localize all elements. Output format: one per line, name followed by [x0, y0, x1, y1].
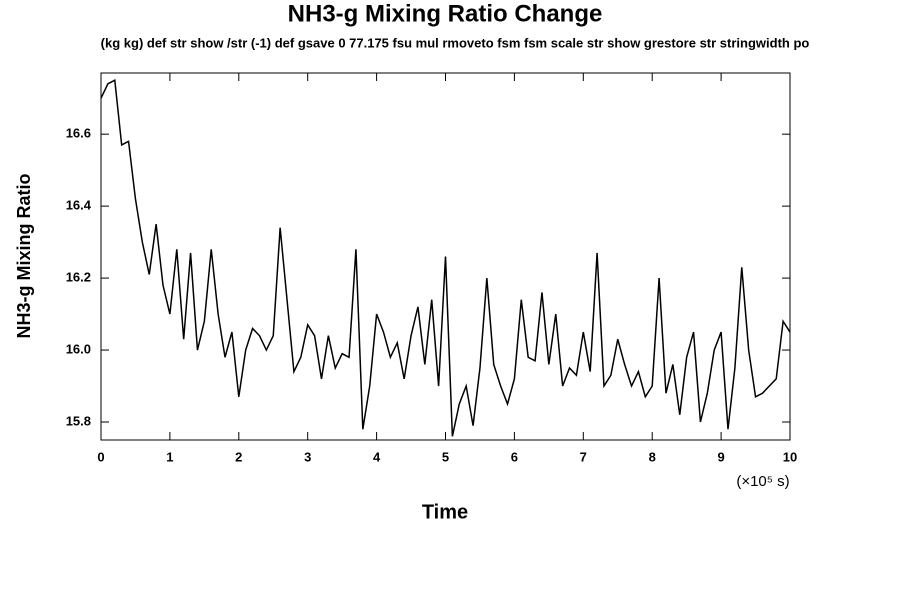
y-axis-label: NH3-g Mixing Ratio: [14, 173, 34, 338]
x-tick-label: 10: [783, 449, 797, 464]
x-tick-label: 4: [373, 449, 381, 464]
y-tick-label: 15.8: [66, 413, 91, 428]
data-line: [100, 79, 791, 437]
x-tick-label: 0: [97, 449, 104, 464]
x-axis-label: Time: [422, 501, 468, 523]
x-tick-label: 5: [442, 449, 449, 464]
x-tick-label: 1: [166, 449, 173, 464]
x-tick-label: 9: [717, 449, 724, 464]
x-tick-label: 2: [235, 449, 242, 464]
chart-title: NH3-g Mixing Ratio Change: [288, 0, 603, 27]
x-tick-label: 6: [511, 449, 518, 464]
x-tick-label: 3: [304, 449, 311, 464]
x-tick-label: 7: [580, 449, 587, 464]
x-tick-label: 8: [649, 449, 656, 464]
y-tick-label: 16.0: [66, 341, 91, 356]
y-tick-label: 16.6: [66, 126, 91, 141]
x-axis-unit: (×10⁵ s): [736, 473, 789, 490]
chart-subtitle: (kg kg) def str show /str (-1) def gsave…: [101, 35, 810, 50]
y-tick-label: 16.2: [66, 270, 91, 285]
y-tick-label: 16.4: [66, 198, 92, 213]
